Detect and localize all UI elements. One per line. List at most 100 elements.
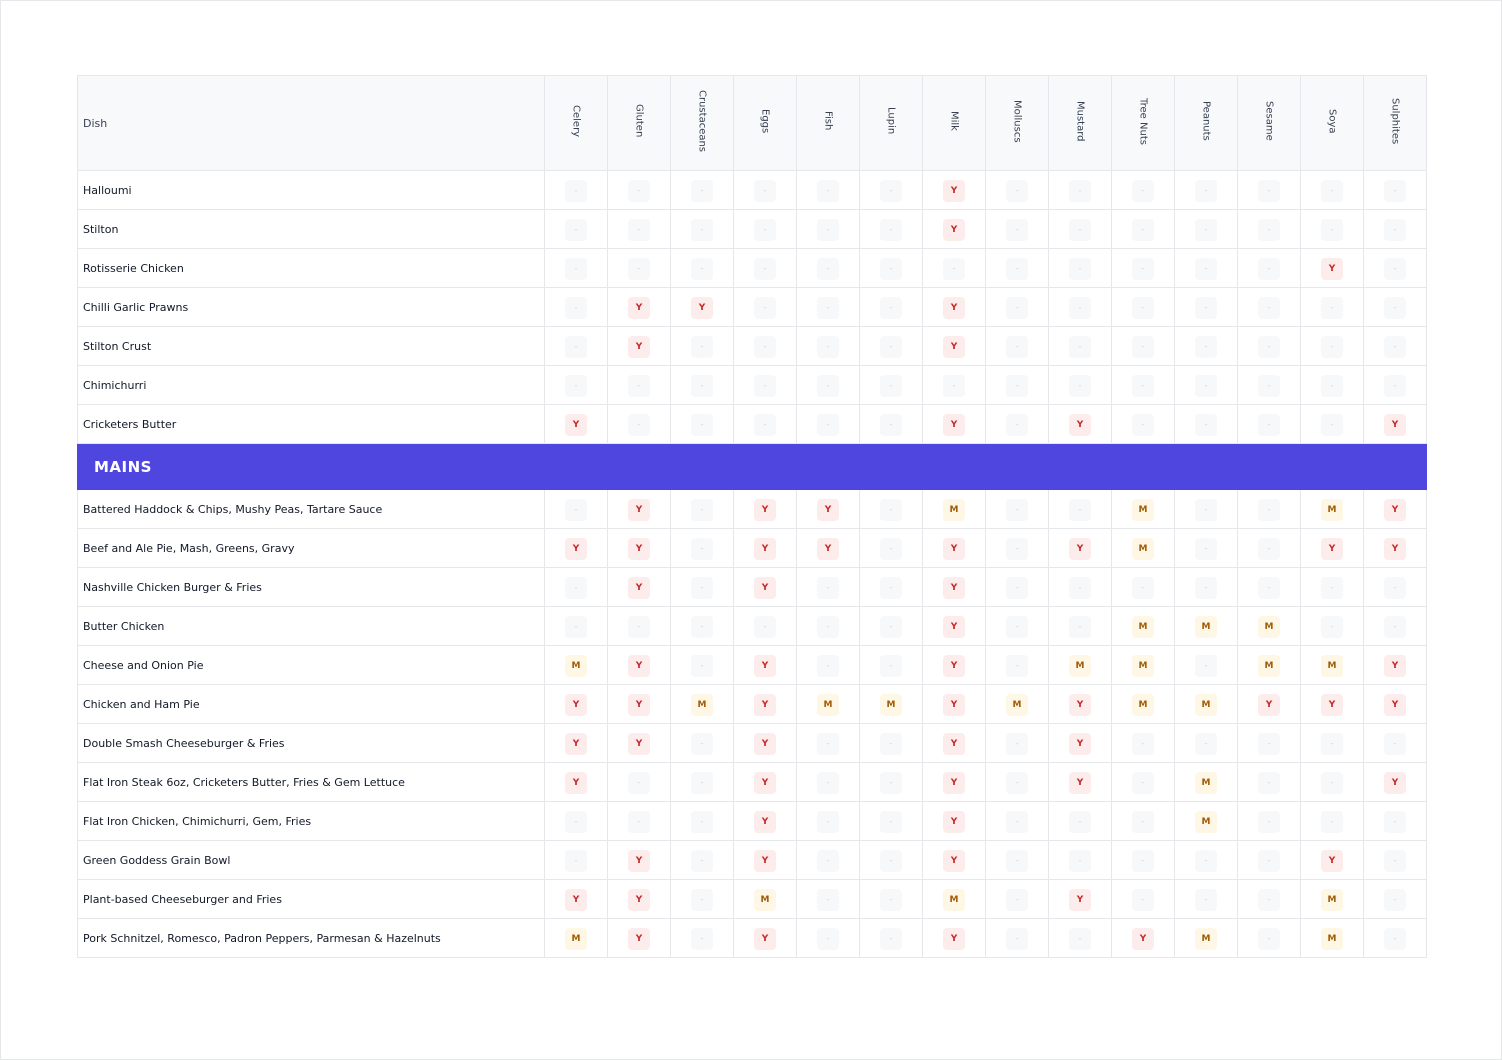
allergen-cell: Y: [1363, 684, 1427, 724]
absent-badge: -: [1258, 772, 1280, 794]
absent-badge: -: [943, 258, 965, 280]
allergen-cell: Y: [1363, 528, 1427, 568]
contains-badge: Y: [628, 336, 650, 358]
absent-badge: -: [1195, 414, 1217, 436]
may-contain-badge: M: [1195, 616, 1217, 638]
allergen-cell: -: [985, 365, 1049, 405]
contains-badge: Y: [754, 811, 776, 833]
allergen-cell: -: [1174, 209, 1238, 249]
allergen-header-celery: Celery: [544, 75, 608, 171]
allergen-cell: -: [985, 840, 1049, 880]
absent-badge: -: [1321, 772, 1343, 794]
absent-badge: -: [1195, 655, 1217, 677]
allergen-cell: Y: [796, 489, 860, 529]
allergen-cell: Y: [1363, 762, 1427, 802]
absent-badge: -: [691, 616, 713, 638]
absent-badge: -: [628, 772, 650, 794]
contains-badge: Y: [943, 219, 965, 241]
absent-badge: -: [565, 219, 587, 241]
allergen-cell: Y: [607, 489, 671, 529]
allergen-cell: M: [796, 684, 860, 724]
may-contain-badge: M: [817, 694, 839, 716]
allergen-cell: -: [1048, 170, 1112, 210]
absent-badge: -: [1006, 538, 1028, 560]
allergen-cell: -: [1300, 762, 1364, 802]
allergen-cell: -: [1111, 248, 1175, 288]
allergen-cell: Y: [733, 528, 797, 568]
allergen-cell: -: [1048, 248, 1112, 288]
allergen-cell: -: [1111, 723, 1175, 763]
allergen-cell: -: [544, 326, 608, 366]
allergen-cell: -: [544, 606, 608, 646]
allergen-cell: -: [1048, 606, 1112, 646]
allergen-cell: -: [796, 365, 860, 405]
absent-badge: -: [1132, 180, 1154, 202]
allergen-cell: -: [1300, 170, 1364, 210]
absent-badge: -: [754, 336, 776, 358]
allergen-cell: M: [1111, 684, 1175, 724]
absent-badge: -: [1069, 297, 1091, 319]
allergen-label: Milk: [948, 111, 960, 131]
allergen-cell: -: [859, 762, 923, 802]
absent-badge: -: [691, 655, 713, 677]
allergen-cell: -: [670, 762, 734, 802]
absent-badge: -: [565, 180, 587, 202]
absent-badge: -: [1069, 577, 1091, 599]
allergen-cell: -: [796, 918, 860, 958]
absent-badge: -: [1006, 219, 1028, 241]
contains-badge: Y: [1069, 889, 1091, 911]
absent-badge: -: [817, 772, 839, 794]
absent-badge: -: [1132, 811, 1154, 833]
absent-badge: -: [1069, 616, 1091, 638]
may-contain-badge: M: [1321, 889, 1343, 911]
absent-badge: -: [1384, 850, 1406, 872]
absent-badge: -: [1006, 577, 1028, 599]
absent-badge: -: [1258, 538, 1280, 560]
allergen-cell: -: [1363, 879, 1427, 919]
allergen-header-milk: Milk: [922, 75, 986, 171]
allergen-cell: -: [1363, 365, 1427, 405]
contains-badge: Y: [1069, 733, 1091, 755]
allergen-cell: -: [985, 723, 1049, 763]
allergen-cell: -: [985, 326, 1049, 366]
allergen-cell: -: [1300, 326, 1364, 366]
table-row: Flat Iron Chicken, Chimichurri, Gem, Fri…: [77, 801, 1427, 841]
absent-badge: -: [1321, 733, 1343, 755]
contains-badge: Y: [943, 577, 965, 599]
allergen-cell: Y: [544, 528, 608, 568]
absent-badge: -: [754, 219, 776, 241]
allergen-cell: Y: [607, 528, 671, 568]
absent-badge: -: [817, 297, 839, 319]
absent-badge: -: [1258, 733, 1280, 755]
allergen-cell: M: [1174, 684, 1238, 724]
allergen-cell: -: [1363, 606, 1427, 646]
allergen-cell: Y: [1048, 723, 1112, 763]
allergen-cell: Y: [1111, 918, 1175, 958]
allergen-cell: Y: [1300, 528, 1364, 568]
contains-badge: Y: [1384, 538, 1406, 560]
contains-badge: Y: [628, 577, 650, 599]
absent-badge: -: [1321, 577, 1343, 599]
allergen-cell: -: [1237, 879, 1301, 919]
may-contain-badge: M: [565, 928, 587, 950]
absent-badge: -: [1195, 258, 1217, 280]
allergen-cell: -: [985, 606, 1049, 646]
may-contain-badge: M: [1195, 694, 1217, 716]
allergen-cell: Y: [922, 723, 986, 763]
table-row: Pork Schnitzel, Romesco, Padron Peppers,…: [77, 918, 1427, 958]
allergen-cell: M: [1174, 918, 1238, 958]
allergen-cell: -: [859, 606, 923, 646]
absent-badge: -: [1132, 850, 1154, 872]
contains-badge: Y: [943, 772, 965, 794]
allergen-cell: M: [1300, 489, 1364, 529]
allergen-cell: Y: [1048, 762, 1112, 802]
allergen-cell: -: [1237, 567, 1301, 607]
contains-badge: Y: [943, 928, 965, 950]
allergen-cell: Y: [922, 209, 986, 249]
allergen-cell: -: [544, 567, 608, 607]
contains-badge: Y: [943, 811, 965, 833]
allergen-label: Mustard: [1074, 100, 1086, 142]
absent-badge: -: [880, 219, 902, 241]
absent-badge: -: [1006, 928, 1028, 950]
allergen-cell: -: [859, 840, 923, 880]
